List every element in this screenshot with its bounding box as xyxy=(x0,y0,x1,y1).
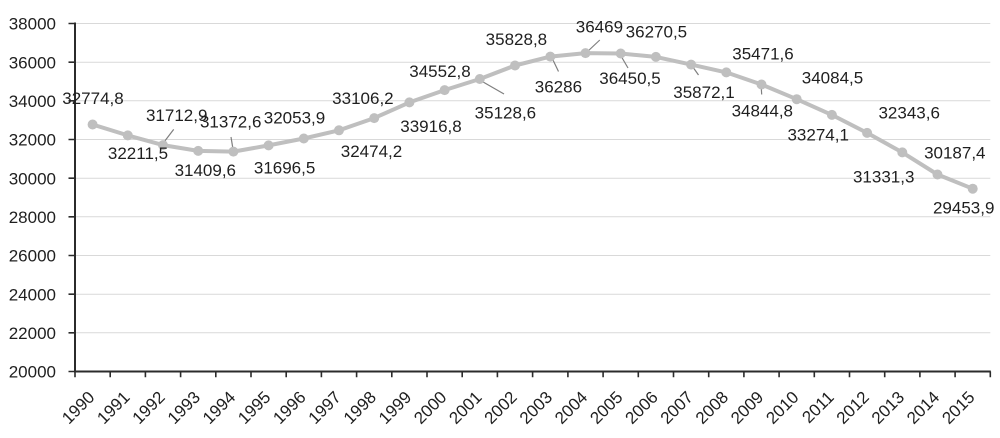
svg-text:30187,4: 30187,4 xyxy=(924,144,985,163)
svg-text:31409,6: 31409,6 xyxy=(175,161,236,180)
svg-text:35128,6: 35128,6 xyxy=(475,103,536,122)
svg-text:32774,8: 32774,8 xyxy=(62,89,123,108)
svg-text:20000: 20000 xyxy=(9,363,56,382)
svg-text:33916,8: 33916,8 xyxy=(400,117,461,136)
svg-text:31372,6: 31372,6 xyxy=(200,113,261,132)
svg-text:34844,8: 34844,8 xyxy=(732,102,793,121)
svg-text:36270,5: 36270,5 xyxy=(626,23,687,42)
svg-text:36450,5: 36450,5 xyxy=(599,69,660,88)
svg-text:29453,9: 29453,9 xyxy=(933,199,994,218)
svg-text:22000: 22000 xyxy=(9,324,56,343)
svg-text:32474,2: 32474,2 xyxy=(341,142,402,161)
svg-text:34084,5: 34084,5 xyxy=(802,69,863,88)
svg-text:32343,6: 32343,6 xyxy=(878,104,939,123)
svg-text:36000: 36000 xyxy=(9,53,56,72)
svg-text:34552,8: 34552,8 xyxy=(409,62,470,81)
svg-text:38000: 38000 xyxy=(9,15,56,34)
svg-text:30000: 30000 xyxy=(9,169,56,188)
svg-text:24000: 24000 xyxy=(9,285,56,304)
svg-text:32000: 32000 xyxy=(9,131,56,150)
svg-text:36469: 36469 xyxy=(576,17,623,36)
svg-text:33106,2: 33106,2 xyxy=(332,89,393,108)
svg-text:31331,3: 31331,3 xyxy=(853,168,914,187)
svg-text:32053,9: 32053,9 xyxy=(264,108,325,127)
svg-text:35471,6: 35471,6 xyxy=(732,45,793,64)
svg-text:34000: 34000 xyxy=(9,92,56,111)
svg-text:35828,8: 35828,8 xyxy=(486,30,547,49)
svg-text:32211,5: 32211,5 xyxy=(108,144,168,163)
svg-text:36286: 36286 xyxy=(535,78,582,97)
svg-text:31696,5: 31696,5 xyxy=(254,159,315,178)
svg-text:31712,9: 31712,9 xyxy=(146,106,207,125)
svg-text:28000: 28000 xyxy=(9,208,56,227)
svg-text:26000: 26000 xyxy=(9,247,56,266)
svg-text:33274,1: 33274,1 xyxy=(787,126,848,145)
svg-text:35872,1: 35872,1 xyxy=(673,83,734,102)
